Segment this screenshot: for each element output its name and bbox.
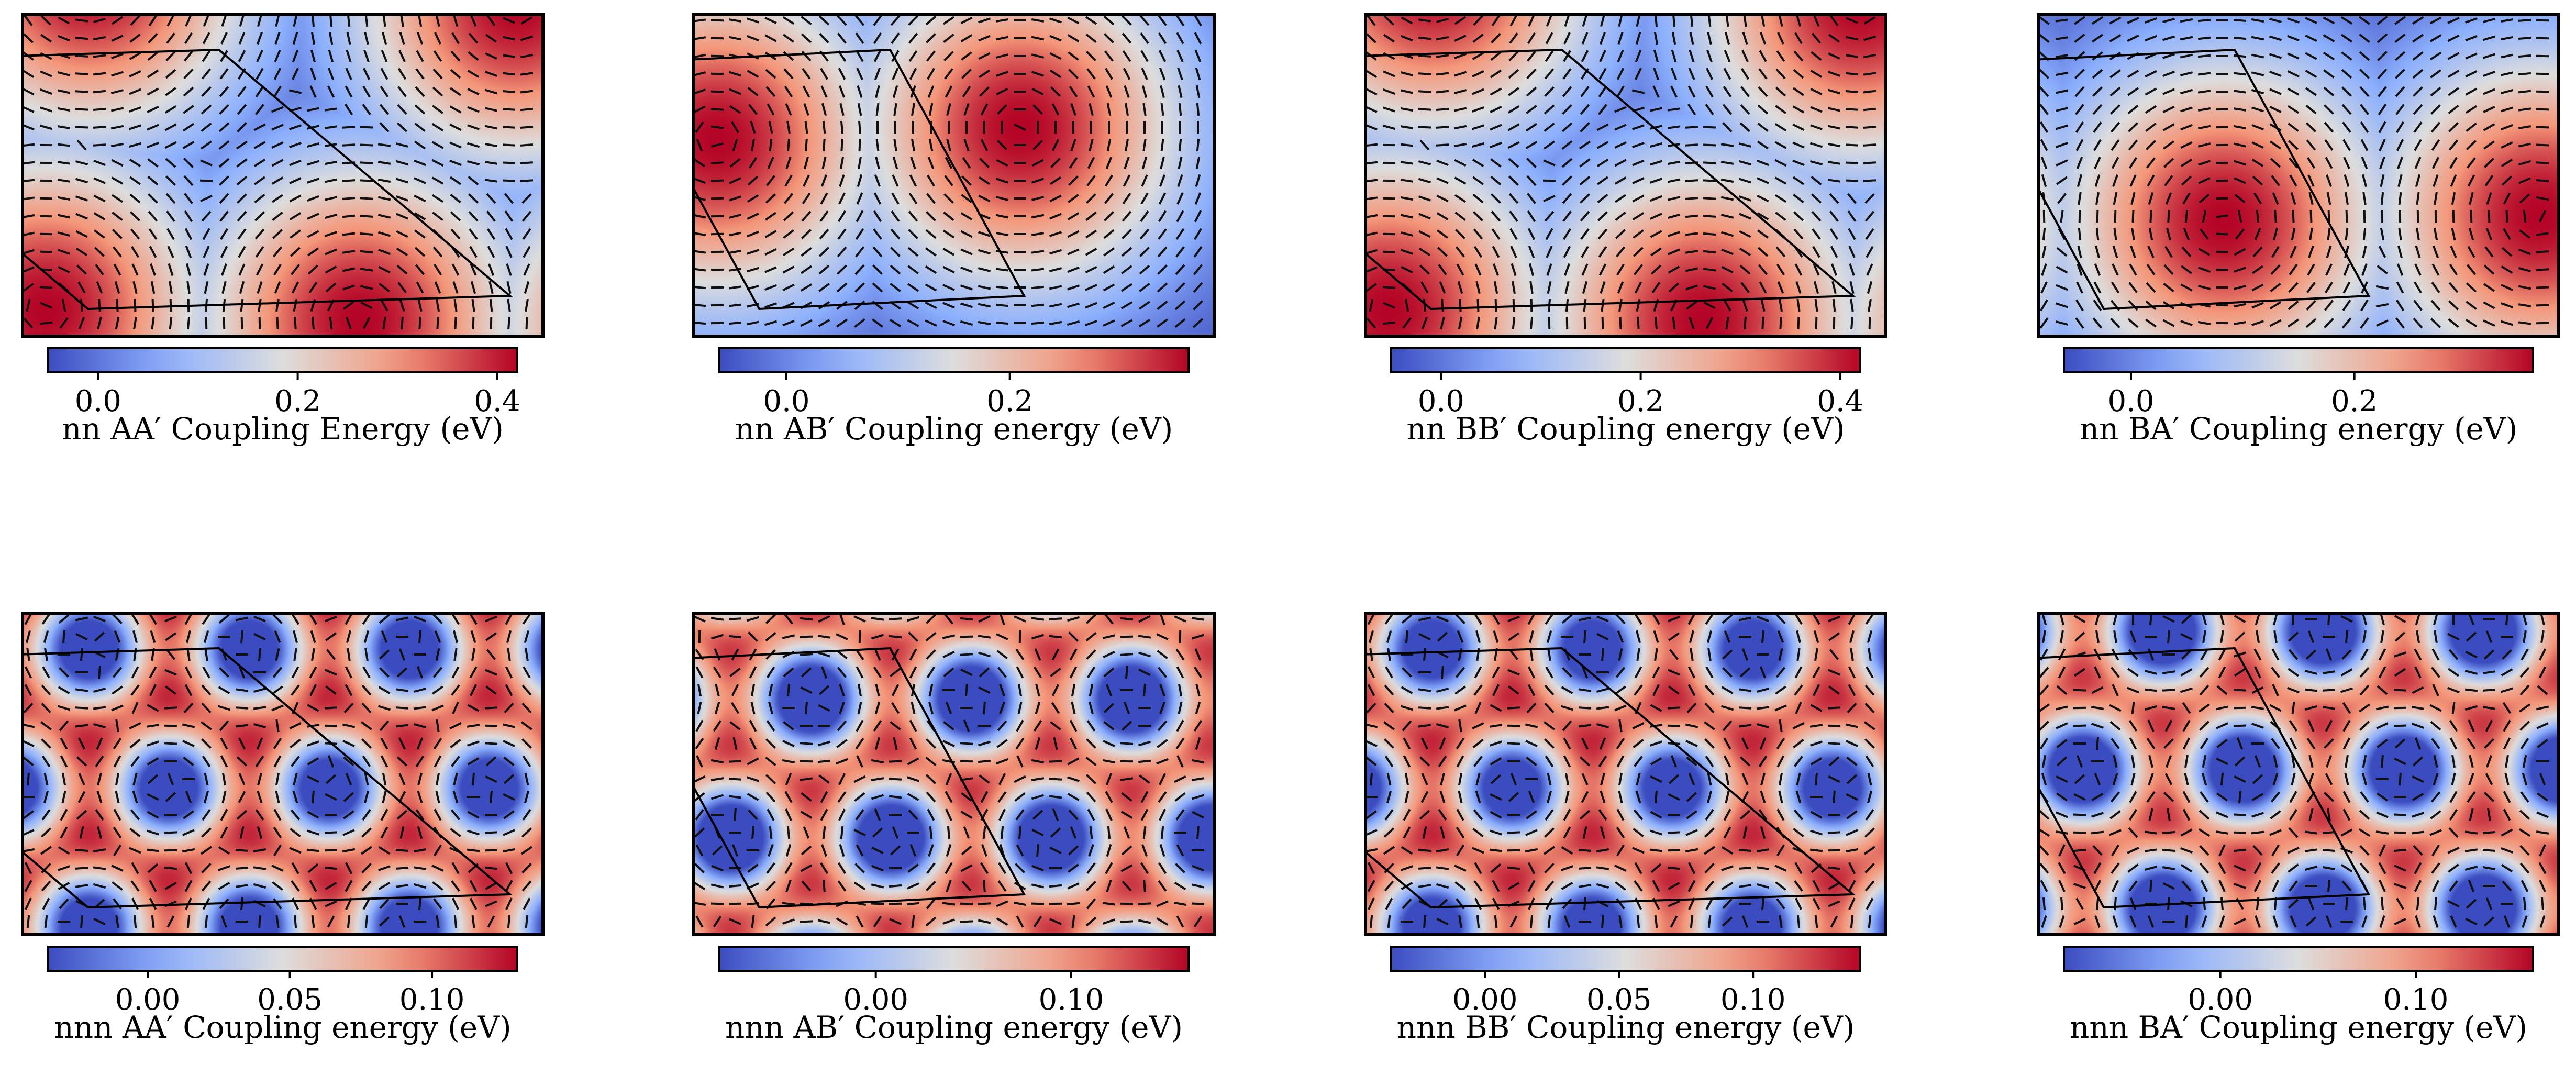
plot-border bbox=[1364, 612, 1887, 936]
colorbar: 0.0 0.2 bbox=[2063, 347, 2534, 418]
colorbar-tick-label: 0.0 bbox=[1418, 384, 1464, 418]
colorbar-label: nn BB′ Coupling energy (eV) bbox=[1406, 411, 1845, 447]
colorbar-gradient bbox=[47, 347, 518, 373]
chart-panel: 0.00 0.10 nnn AB′ Coupling energy (eV) bbox=[692, 612, 1216, 1072]
colorbar: 0.00 0.05 0.10 bbox=[1390, 946, 1861, 1017]
colorbar-tick-label: 0.05 bbox=[257, 983, 323, 1017]
heatmap-plot bbox=[692, 13, 1216, 338]
colorbar-tick-label: 0.10 bbox=[1039, 983, 1104, 1017]
heatmap-plot bbox=[1364, 13, 1887, 338]
colorbar-svg: 0.0 0.2 bbox=[718, 347, 1190, 418]
colorbar-svg: 0.00 0.05 0.10 bbox=[1390, 946, 1861, 1017]
chart-panel: 0.0 0.2 0.4 nn AA′ Coupling Energy (eV) bbox=[21, 13, 545, 474]
heatmap-image bbox=[21, 612, 545, 936]
heatmap-plot bbox=[2037, 612, 2560, 936]
colorbar-tick-label: 0.10 bbox=[399, 983, 465, 1017]
plot-border bbox=[2037, 13, 2560, 338]
colorbar-tick-label: 0.00 bbox=[1452, 983, 1518, 1017]
colorbar-tick-label: 0.10 bbox=[1720, 983, 1786, 1017]
colorbar-tick-label: 0.2 bbox=[2331, 384, 2378, 418]
plot-border bbox=[1364, 13, 1887, 338]
colorbar-tick-label: 0.2 bbox=[1617, 384, 1664, 418]
heatmap-svg bbox=[1364, 13, 1887, 338]
colorbar: 0.0 0.2 0.4 bbox=[47, 347, 520, 418]
heatmap-svg bbox=[21, 13, 545, 338]
heatmap-plot bbox=[692, 612, 1216, 936]
colorbar-tick-label: 0.0 bbox=[75, 384, 121, 418]
unit-cell-outline bbox=[1364, 48, 1856, 311]
colorbar-svg: 0.00 0.10 bbox=[718, 946, 1190, 1017]
colorbar-gradient bbox=[1390, 347, 1861, 373]
colorbar-svg: 0.0 0.2 bbox=[2063, 347, 2534, 418]
unit-cell-outline bbox=[1364, 647, 1856, 909]
unit-cell-outline bbox=[692, 647, 1026, 909]
heatmap-image bbox=[1364, 612, 1887, 936]
heatmap-image bbox=[692, 612, 1216, 936]
unit-cell-outline bbox=[2037, 647, 2371, 909]
colorbar-gradient bbox=[47, 946, 518, 972]
colorbar-gradient bbox=[2063, 946, 2534, 972]
heatmap-svg bbox=[1364, 612, 1887, 936]
colorbar: 0.00 0.10 bbox=[2063, 946, 2534, 1017]
colorbar-gradient bbox=[2063, 347, 2534, 373]
heatmap-svg bbox=[692, 13, 1216, 338]
heatmap-plot bbox=[21, 13, 545, 338]
heatmap-image bbox=[1364, 13, 1887, 338]
colorbar: 0.00 0.10 bbox=[718, 946, 1190, 1017]
heatmap-plot bbox=[21, 612, 545, 936]
plot-border bbox=[21, 13, 545, 338]
heatmap-svg bbox=[2037, 13, 2560, 338]
chart-panel: 0.0 0.2 0.4 nn BB′ Coupling energy (eV) bbox=[1364, 13, 1887, 474]
colorbar-label: nnn BA′ Coupling energy (eV) bbox=[2070, 1010, 2527, 1045]
unit-cell-outline bbox=[692, 48, 1026, 311]
plot-border bbox=[692, 13, 1216, 338]
heatmap-plot bbox=[2037, 13, 2560, 338]
colorbar-tick-label: 0.4 bbox=[1817, 384, 1863, 418]
colorbar-label: nn BA′ Coupling energy (eV) bbox=[2079, 411, 2518, 447]
colorbar-gradient bbox=[1390, 946, 1861, 972]
chart-panel: 0.00 0.05 0.10 nnn BB′ Coupling energy (eV) bbox=[1364, 612, 1887, 1072]
unit-cell-outline bbox=[21, 48, 513, 311]
plot-border bbox=[2037, 612, 2560, 936]
plot-border bbox=[692, 612, 1216, 936]
colorbar-tick-label: 0.0 bbox=[763, 384, 809, 418]
colorbar-tick-label: 0.4 bbox=[474, 384, 520, 418]
plot-border bbox=[21, 612, 545, 936]
colorbar: 0.0 0.2 bbox=[718, 347, 1190, 418]
heatmap-image bbox=[21, 13, 545, 338]
chart-panel: 0.00 0.05 0.10 nnn AA′ Coupling energy (eV) bbox=[21, 612, 545, 1072]
colorbar-label: nnn AB′ Coupling energy (eV) bbox=[725, 1010, 1183, 1045]
heatmap-svg bbox=[21, 612, 545, 936]
colorbar-tick-label: 0.00 bbox=[2188, 983, 2253, 1017]
chart-panel: 0.0 0.2 nn AB′ Coupling energy (eV) bbox=[692, 13, 1216, 474]
colorbar-svg: 0.00 0.05 0.10 bbox=[47, 946, 518, 1017]
colorbar-svg: 0.0 0.2 0.4 bbox=[1390, 347, 1863, 418]
colorbar-svg: 0.0 0.2 0.4 bbox=[47, 347, 520, 418]
colorbar-tick-label: 0.10 bbox=[2383, 983, 2449, 1017]
colorbar-tick-label: 0.0 bbox=[2107, 384, 2154, 418]
heatmap-svg bbox=[2037, 612, 2560, 936]
colorbar: 0.0 0.2 0.4 bbox=[1390, 347, 1863, 418]
colorbar-label: nn AA′ Coupling Energy (eV) bbox=[62, 411, 504, 447]
colorbar-tick-label: 0.05 bbox=[1586, 983, 1652, 1017]
colorbar-tick-label: 0.2 bbox=[986, 384, 1033, 418]
colorbar-label: nn AB′ Coupling energy (eV) bbox=[735, 411, 1173, 447]
colorbar-svg: 0.00 0.10 bbox=[2063, 946, 2534, 1017]
colorbar-gradient bbox=[718, 946, 1190, 972]
colorbar-gradient bbox=[718, 347, 1190, 373]
heatmap-svg bbox=[692, 612, 1216, 936]
colorbar-label: nnn BB′ Coupling energy (eV) bbox=[1396, 1010, 1855, 1045]
heatmap-plot bbox=[1364, 612, 1887, 936]
colorbar: 0.00 0.05 0.10 bbox=[47, 946, 518, 1017]
chart-panel: 0.0 0.2 nn BA′ Coupling energy (eV) bbox=[2037, 13, 2560, 474]
colorbar-label: nnn AA′ Coupling energy (eV) bbox=[54, 1010, 512, 1045]
chart-panel: 0.00 0.10 nnn BA′ Coupling energy (eV) bbox=[2037, 612, 2560, 1072]
colorbar-tick-label: 0.2 bbox=[274, 384, 321, 418]
unit-cell-outline bbox=[2037, 48, 2371, 311]
colorbar-tick-label: 0.00 bbox=[843, 983, 908, 1017]
unit-cell-outline bbox=[21, 647, 513, 909]
colorbar-tick-label: 0.00 bbox=[115, 983, 181, 1017]
